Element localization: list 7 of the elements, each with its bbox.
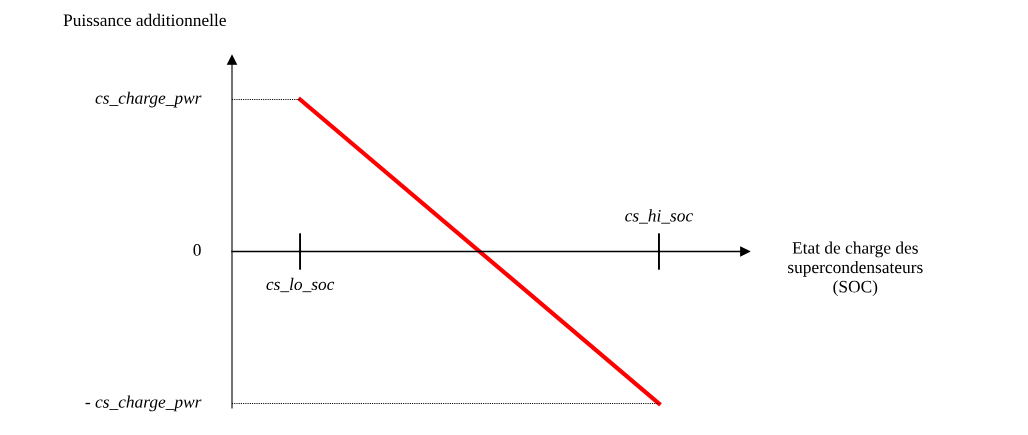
ref-line-label: - cs_charge_pwr — [85, 395, 202, 412]
x-axis-title: Etat de charge des supercondensateurs (SOC) — [788, 241, 923, 297]
ref-line-label: 0 — [193, 244, 201, 256]
x-tick-label: cs_lo_soc — [266, 277, 335, 293]
ref-line-label: cs_charge_pwr — [95, 91, 202, 108]
x-tick-label: cs_hi_soc — [625, 209, 693, 224]
y-axis-title: Puissance additionnelle — [63, 13, 226, 27]
